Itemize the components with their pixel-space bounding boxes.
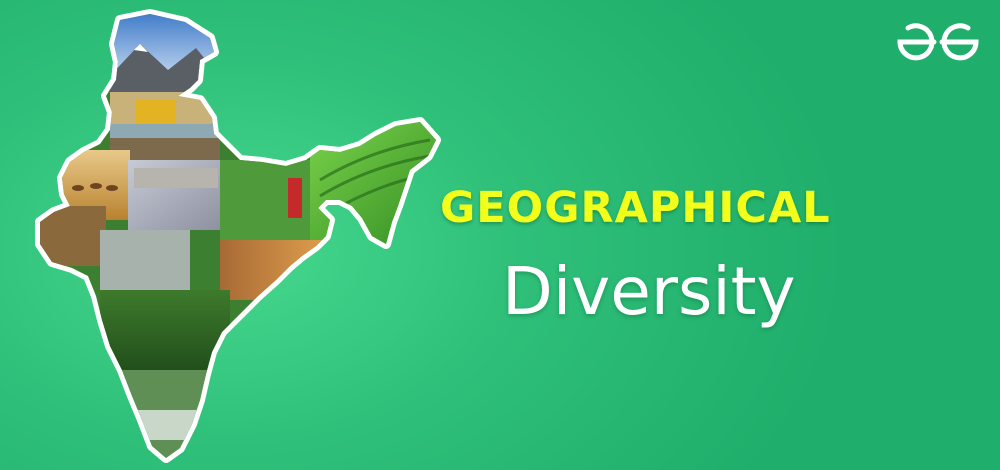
banner-title: GEOGRAPHICAL [440, 183, 831, 233]
india-map-collage [0, 0, 460, 470]
banner-subtitle: Diversity [502, 253, 796, 330]
gfg-logo-icon[interactable] [896, 20, 980, 64]
